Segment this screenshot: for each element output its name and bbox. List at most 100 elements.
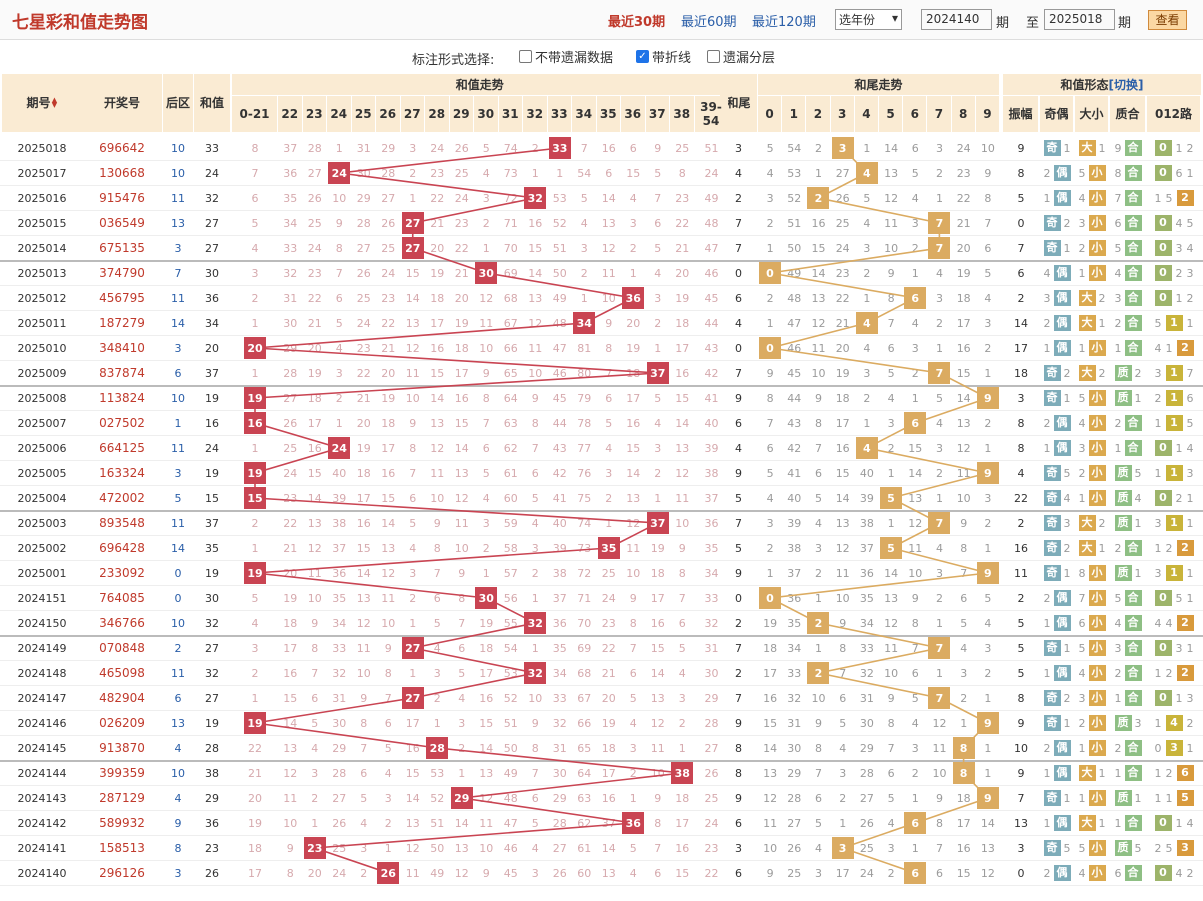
view-button[interactable]: 查看 (1148, 10, 1187, 30)
route-0: 2 (1154, 841, 1162, 855)
draw-number-cell: 163324 (99, 466, 145, 480)
prime-composite-cell-a: 3 (1114, 291, 1122, 305)
from-period-input[interactable]: 2024140 (921, 9, 992, 30)
sum-omission-cell: 17 (454, 366, 469, 380)
amplitude-cell: 3 (1017, 391, 1025, 405)
prime-composite-cell-a: 质 (1114, 515, 1132, 531)
to-period-input[interactable]: 2025018 (1044, 9, 1115, 30)
table-row: 2024145 913870 4 28 22 13 4 29 7 5 16 28 2 14 50 8 31 65 1… (0, 736, 1203, 761)
sum-omission-cell: 51 (552, 241, 567, 255)
tail-omission-cell: 19 (956, 266, 971, 280)
tail-omission-cell: 13 (763, 766, 778, 780)
sum-omission-cell: 1 (433, 716, 441, 730)
sum-omission-cell: 43 (552, 441, 567, 455)
tail-omission-cell: 15 (835, 466, 850, 480)
big-small-cell-b: 小 (1088, 165, 1106, 181)
sum-omission-cell: 3 (311, 766, 319, 780)
tail-value-cell: 8 (735, 766, 742, 780)
tail-omission-cell: 5 (814, 816, 822, 830)
recent-30-link[interactable]: 最近30期 (608, 15, 666, 30)
route-2: 4 (1186, 241, 1194, 255)
period-cell: 2024142 (17, 816, 67, 830)
recent-120-link[interactable]: 最近120期 (752, 15, 816, 30)
tail-omission-cell: 43 (787, 416, 802, 430)
sum-omission-cell: 13 (381, 541, 396, 555)
period-cell: 2025005 (17, 466, 67, 480)
sum-omission-cell: 11 (650, 741, 665, 755)
option-with-lines[interactable]: ✓ 带折线 (636, 47, 691, 66)
odd-even-cell-b: 偶 (1053, 265, 1071, 281)
sum-omission-cell: 4 (335, 341, 343, 355)
sum-omission-cell: 15 (626, 441, 641, 455)
route-0: 0 (1154, 490, 1172, 506)
prime-composite-cell-b: 合 (1124, 190, 1142, 206)
sum-omission-cell: 2 (482, 541, 490, 555)
prime-composite-cell-b: 5 (1134, 466, 1142, 480)
shape-col-header: 012路 (1147, 96, 1200, 132)
sum-omission-cell: 21 (430, 216, 445, 230)
route-0: 3 (1154, 516, 1162, 530)
tail-omission-cell: 1 (911, 791, 919, 805)
option-no-omission[interactable]: 不带遗漏数据 (519, 47, 613, 66)
sum-omission-cell: 18 (675, 316, 690, 330)
amplitude-cell: 9 (1017, 716, 1025, 730)
big-small-cell-a: 大 (1078, 815, 1096, 831)
tail-value-cell: 7 (735, 691, 742, 705)
table-row: 2025005 163324 3 19 19 24 15 40 18 16 7 11 13 5 61 6 42 7… (0, 461, 1203, 486)
tail-omission-cell: 5 (984, 266, 992, 280)
tail-omission-cell: 6 (984, 241, 992, 255)
option-omission-layers[interactable]: 遗漏分层 (707, 47, 775, 66)
sum-omission-cell: 3 (433, 666, 441, 680)
checkbox[interactable] (707, 50, 720, 63)
sum-omission-cell: 6 (531, 466, 539, 480)
sum-omission-cell: 4 (458, 691, 466, 705)
sum-omission-cell: 2 (251, 291, 259, 305)
odd-even-cell-a: 奇 (1043, 240, 1061, 256)
switch-link[interactable]: [切换] (1108, 77, 1144, 92)
odd-even-cell-b: 偶 (1053, 590, 1071, 606)
tail-omission-cell: 44 (787, 391, 802, 405)
tail-omission-cell: 2 (935, 591, 943, 605)
tail-omission-cell: 4 (911, 316, 919, 330)
draw-number-cell: 346766 (99, 616, 145, 630)
checkbox-checked[interactable]: ✓ (636, 50, 649, 63)
big-small-cell-b: 小 (1088, 465, 1106, 481)
sum-omission-cell: 18 (454, 341, 469, 355)
period-header[interactable]: 期号 ▲▼ (2, 74, 82, 132)
sum-shape-group-header: 和值形态 [切换] (1003, 74, 1201, 95)
amplitude-cell: 6 (1017, 266, 1025, 280)
sum-omission-cell: 34 (552, 666, 567, 680)
sum-omission-cell: 22 (601, 641, 616, 655)
sum-omission-cell: 1 (556, 166, 564, 180)
year-select[interactable]: 选年份 ▾ (835, 9, 902, 30)
draw-number-cell: 837874 (99, 366, 145, 380)
tail-omission-cell: 1 (887, 516, 895, 530)
route-1: 1 (1175, 141, 1183, 155)
sum-omission-cell: 11 (601, 266, 616, 280)
sum-omission-cell: 3 (580, 241, 588, 255)
recent-60-link[interactable]: 最近60期 (681, 15, 737, 30)
prime-composite-cell-b: 合 (1124, 540, 1142, 556)
sum-omission-cell: 2 (654, 466, 662, 480)
sum-omission-cell: 13 (430, 416, 445, 430)
tail-omission-cell: 11 (884, 641, 899, 655)
sum-omission-cell: 26 (356, 266, 371, 280)
sum-value-cell: 33 (205, 141, 219, 155)
prime-composite-cell-a: 6 (1114, 216, 1122, 230)
sum-omission-cell: 7 (335, 266, 343, 280)
checkbox[interactable] (519, 50, 532, 63)
amplitude-cell: 0 (1017, 866, 1025, 880)
table-row: 2024151 764085 0 30 5 19 10 35 13 11 2 6 8 30 56 1 37 71 2… (0, 586, 1203, 611)
sort-icon[interactable]: ▲▼ (51, 96, 58, 109)
big-small-cell-a: 6 (1078, 616, 1086, 630)
sum-omission-cell: 65 (577, 741, 592, 755)
tail-omission-cell: 1 (984, 691, 992, 705)
sum-omission-cell: 16 (675, 841, 690, 855)
